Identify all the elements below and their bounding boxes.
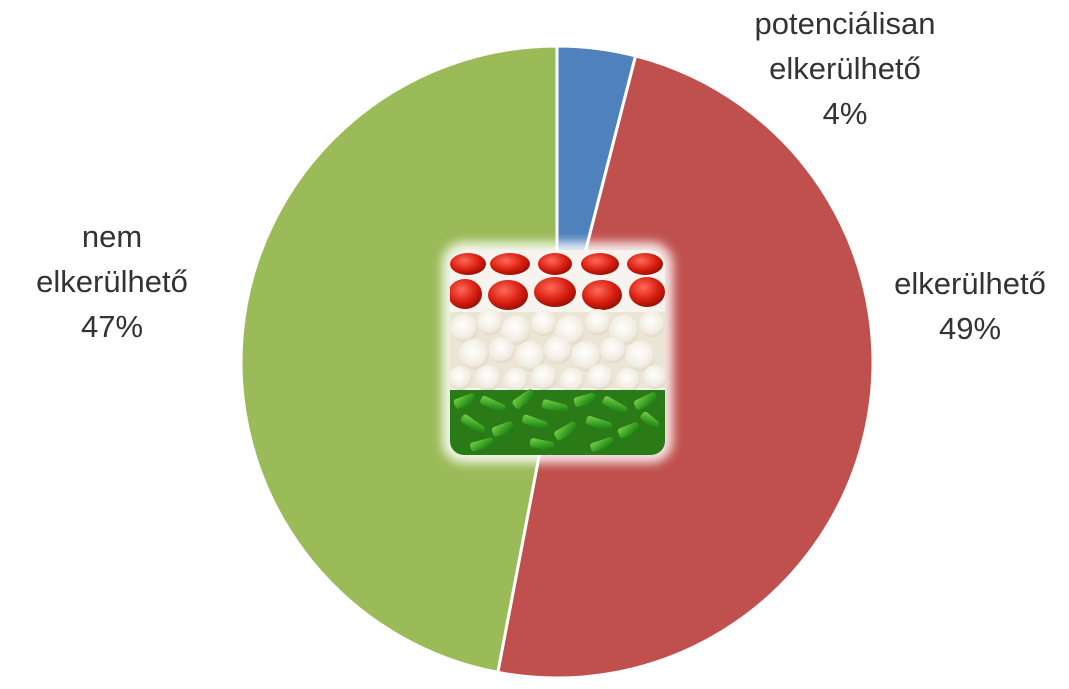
slice-label-2: nem elkerülhető 47% — [36, 219, 188, 344]
slice-label-0: potenciálisan elkerülhető 4% — [755, 6, 936, 131]
slice-label-line: nem — [82, 219, 142, 254]
pie-labels: potenciálisan elkerülhető 4% elkerülhető 49%… — [36, 6, 1046, 346]
slice-label-line: 4% — [823, 96, 868, 131]
slice-label-line: elkerülhető — [36, 264, 188, 299]
slice-label-line: elkerülhető — [894, 266, 1046, 301]
slice-label-line: 49% — [939, 311, 1001, 346]
vegetables-flag-image — [450, 250, 665, 455]
slice-label-line: potenciálisan — [755, 6, 936, 41]
slice-label-line: 47% — [81, 309, 143, 344]
pepper-band — [450, 389, 665, 455]
slice-label-line: elkerülhető — [769, 51, 921, 86]
cauliflower-band — [450, 309, 665, 392]
pie-slice-2 — [239, 44, 559, 675]
tomato-band — [450, 253, 665, 310]
slice-label-1: elkerülhető 49% — [894, 266, 1046, 346]
pie-slice-1 — [496, 54, 875, 680]
